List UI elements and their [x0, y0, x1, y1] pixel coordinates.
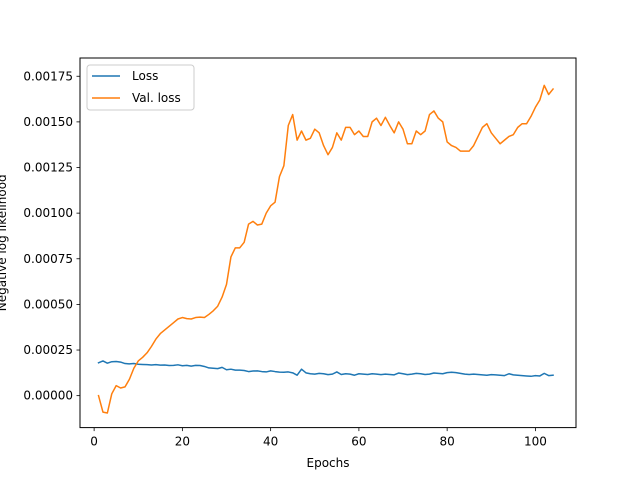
y-axis: 0.00000 0.00025 0.00050 0.00075 0.00100 0.001… — [23, 69, 80, 403]
y-tick-label: 0.00150 — [23, 115, 73, 129]
series-line-loss — [97, 360, 554, 378]
x-axis-title: Epochs — [307, 456, 350, 470]
x-tick-label: 40 — [263, 435, 278, 449]
legend: Loss Val. loss — [86, 64, 195, 111]
legend-label-loss: Loss — [132, 69, 158, 83]
x-tick-label: 20 — [175, 435, 190, 449]
y-tick-label: 0.00175 — [23, 69, 73, 83]
y-tick-label: 0.00100 — [23, 206, 73, 220]
y-axis-title: Negative log likelihood — [0, 174, 9, 311]
x-tick-label: 60 — [351, 435, 366, 449]
series-line-val-loss — [97, 84, 555, 414]
y-tick-label: 0.00050 — [23, 297, 73, 311]
legend-label-val-loss: Val. loss — [132, 91, 181, 105]
x-axis: 0 20 40 60 80 100 — [90, 427, 547, 449]
y-tick-label: 0.00075 — [23, 252, 73, 266]
plot-frame — [79, 57, 577, 429]
y-tick-label: 0.00125 — [23, 161, 73, 175]
y-tick-label: 0.00025 — [23, 343, 73, 357]
series-layer — [97, 84, 555, 414]
y-tick-label: 0.00000 — [23, 389, 73, 403]
x-tick-label: 100 — [524, 435, 547, 449]
x-tick-label: 80 — [440, 435, 455, 449]
x-tick-label: 0 — [90, 435, 98, 449]
